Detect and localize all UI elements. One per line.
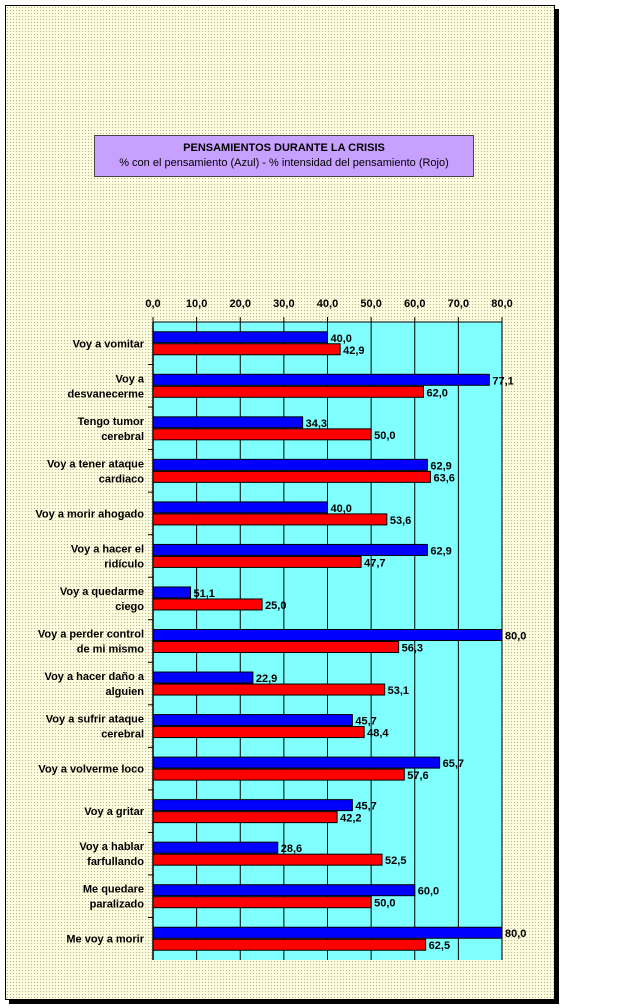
data-label-blue: 45,7	[355, 801, 376, 813]
chart-subtitle: % con el pensamiento (Azul) - % intensid…	[119, 157, 449, 169]
category-label: de mi mismo	[77, 644, 145, 656]
chart-title-box: PENSAMIENTOS DURANTE LA CRISIS % con el …	[94, 135, 474, 177]
bar-blue	[152, 629, 503, 641]
data-label-blue: 80,0	[505, 928, 526, 940]
category-label: Voy a gritar	[84, 806, 144, 818]
data-label-red: 48,4	[367, 728, 389, 740]
category-label: paralizado	[90, 899, 145, 911]
data-label-red: 52,5	[385, 855, 406, 867]
data-label-red: 63,6	[433, 472, 454, 484]
bar-blue	[152, 501, 328, 514]
category-label: cerebral	[101, 431, 144, 443]
data-label-red: 62,5	[429, 940, 450, 952]
data-label-red: 42,2	[340, 813, 361, 825]
bar-blue	[152, 331, 328, 344]
category-label: ciego	[115, 601, 144, 613]
x-tick-label: 50,0	[360, 298, 381, 310]
category-label: farfullando	[87, 856, 144, 868]
bar-blue	[152, 714, 353, 727]
category-label: Voy a hacer daño a	[45, 671, 145, 683]
category-label: Me quedare	[83, 884, 144, 896]
category-label: Tengo tumor	[78, 416, 145, 428]
category-label: Voy a quedarme	[60, 586, 144, 598]
category-label: Voy a hacer el	[71, 543, 144, 555]
bar-red	[152, 853, 383, 866]
bar-blue	[152, 841, 279, 854]
category-label: Voy a hablar	[79, 841, 144, 853]
bar-red	[152, 726, 365, 739]
data-label-red: 53,6	[390, 515, 411, 527]
bar-blue	[152, 586, 192, 599]
bar-red	[152, 598, 263, 611]
bar-red	[152, 896, 372, 909]
data-label-blue: 62,9	[430, 545, 451, 557]
bar-blue	[152, 458, 428, 471]
category-label: Voy a	[115, 373, 144, 385]
bar-blue	[152, 671, 254, 684]
bar-blue	[152, 926, 503, 939]
category-label: cerebral	[101, 729, 144, 741]
bar-red	[152, 385, 424, 398]
bar-red	[152, 938, 427, 951]
data-label-blue: 40,0	[331, 333, 352, 345]
bar-red	[152, 555, 362, 568]
category-label: Voy a vomitar	[73, 338, 145, 350]
bar-blue	[152, 799, 353, 812]
bar-red	[152, 343, 341, 356]
category-label: alguien	[105, 686, 144, 698]
data-label-red: 53,1	[388, 685, 409, 697]
data-label-blue: 62,9	[430, 460, 451, 472]
x-tick-label: 20,0	[230, 298, 251, 310]
bar-blue	[152, 373, 490, 386]
bar-red	[152, 428, 372, 441]
data-label-blue: 22,9	[256, 673, 277, 685]
bar-blue	[152, 884, 416, 897]
data-label-blue: 51,1	[194, 588, 215, 600]
data-label-blue: 65,7	[443, 758, 464, 770]
bar-red	[152, 768, 405, 781]
bar-red	[152, 470, 431, 483]
data-label-red: 47,7	[364, 557, 385, 569]
data-label-blue: 34,3	[306, 418, 327, 430]
data-label-red: 25,0	[265, 600, 286, 612]
category-label: Me voy a morir	[66, 934, 144, 946]
category-label: cardiaco	[99, 473, 145, 485]
chart-title: PENSAMIENTOS DURANTE LA CRISIS	[183, 142, 385, 154]
x-tick-label: 10,0	[186, 298, 207, 310]
data-label-blue: 60,0	[418, 886, 439, 898]
category-label: desvanecerme	[68, 388, 144, 400]
category-label: Voy a sufrir ataque	[46, 714, 144, 726]
data-label-red: 56,3	[402, 643, 423, 655]
data-label-red: 42,9	[343, 345, 364, 357]
data-label-red: 62,0	[426, 387, 447, 399]
data-label-blue: 45,7	[355, 716, 376, 728]
data-label-blue: 40,0	[331, 503, 352, 515]
bar-blue	[152, 543, 428, 556]
data-label-blue: 80,0	[505, 631, 526, 643]
bar-blue	[152, 756, 441, 769]
bar-red	[152, 811, 338, 824]
data-label-red: 57,6	[407, 770, 428, 782]
x-tick-label: 80,0	[491, 298, 512, 310]
x-tick-label: 70,0	[448, 298, 469, 310]
bar-red	[152, 513, 388, 526]
category-label: Voy a perder control	[38, 629, 144, 641]
category-label: Voy a tener ataque	[47, 458, 144, 470]
bar-red	[152, 683, 386, 696]
data-label-red: 50,0	[374, 430, 395, 442]
x-tick-label: 60,0	[404, 298, 425, 310]
category-label: ridículo	[104, 558, 144, 570]
bar-blue	[152, 416, 304, 429]
x-tick-label: 0,0	[145, 298, 160, 310]
x-tick-label: 40,0	[317, 298, 338, 310]
data-label-blue: 77,1	[492, 375, 513, 387]
data-label-red: 50,0	[374, 898, 395, 910]
category-label: Voy a morir ahogado	[35, 508, 144, 520]
x-tick-label: 30,0	[273, 298, 294, 310]
category-label: Voy a volverme loco	[38, 764, 144, 776]
bar-red	[152, 641, 400, 653]
data-label-blue: 28,6	[281, 843, 302, 855]
